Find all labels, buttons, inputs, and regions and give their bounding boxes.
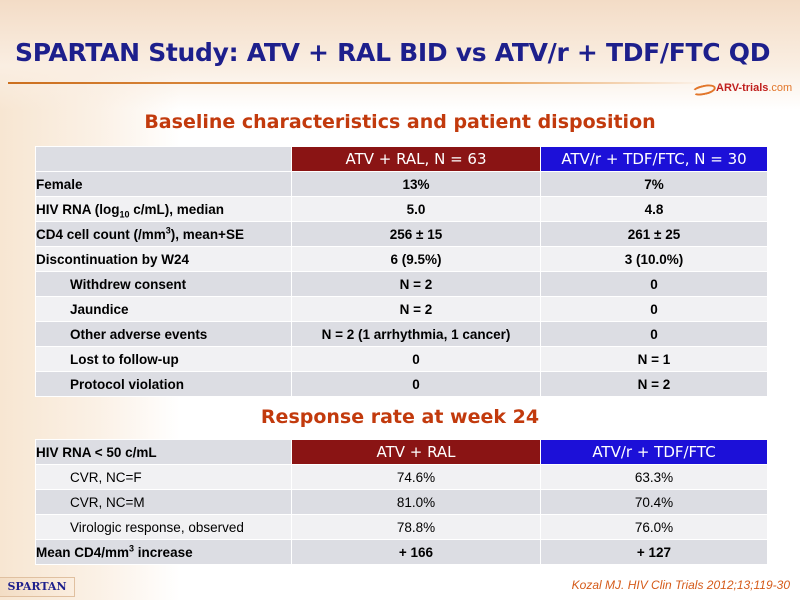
row-label: Discontinuation by W24: [35, 246, 292, 272]
arv-trials-logo: ARV-trials.com: [692, 78, 792, 98]
response-table: HIV RNA < 50 c/mL ATV + RAL ATV/r + TDF/…: [35, 439, 768, 565]
row-label: Virologic response, observed: [35, 514, 292, 540]
response-header-label: HIV RNA < 50 c/mL: [35, 439, 292, 465]
atv-ral-value: 78.8%: [291, 514, 541, 540]
atv-r-value: 4.8: [540, 196, 768, 222]
slide-title: SPARTAN Study: ATV + RAL BID vs ATV/r + …: [15, 38, 771, 67]
atv-r-value: 3 (10.0%): [540, 246, 768, 272]
atv-r-value: 0: [540, 296, 768, 322]
row-label-subscript: 10: [119, 209, 130, 220]
logo-name: ARV-trials: [716, 82, 769, 94]
row-label-text-end: ), mean+SE: [170, 226, 244, 242]
response-header-atv-r: ATV/r + TDF/FTC: [540, 439, 768, 465]
baseline-header-row: ATV + RAL, N = 63 ATV/r + TDF/FTC, N = 3…: [35, 146, 768, 172]
baseline-header-atv-ral: ATV + RAL, N = 63: [291, 146, 541, 172]
atv-r-value: N = 2: [540, 371, 768, 397]
atv-r-value: 0: [540, 321, 768, 347]
atv-ral-value: 5.0: [291, 196, 541, 222]
logo-domain: .com: [768, 82, 793, 94]
logo-text: ARV-trials.com: [716, 82, 792, 94]
table-row: Jaundice N = 2 0: [35, 296, 768, 322]
table-row: CVR, NC=F 74.6% 63.3%: [35, 464, 768, 490]
row-label: Jaundice: [35, 296, 292, 322]
row-label-text-end: c/mL), median: [129, 201, 225, 217]
atv-r-value: + 127: [540, 539, 768, 565]
row-label-text: CD4 cell count (/mm: [36, 226, 166, 242]
footer-study-badge: SPARTAN: [0, 577, 75, 597]
background-gradient-top: [0, 0, 800, 110]
row-label: Lost to follow-up: [35, 346, 292, 372]
table-row: Protocol violation 0 N = 2: [35, 371, 768, 397]
atv-r-value: 7%: [540, 171, 768, 197]
table-row: HIV RNA (log10 c/mL), median 5.0 4.8: [35, 196, 768, 222]
baseline-table: ATV + RAL, N = 63 ATV/r + TDF/FTC, N = 3…: [35, 146, 768, 397]
atv-ral-value: 0: [291, 346, 541, 372]
atv-ral-value: 6 (9.5%): [291, 246, 541, 272]
row-label-superscript: 3: [129, 543, 135, 553]
atv-r-value: 70.4%: [540, 489, 768, 515]
row-label: CVR, NC=M: [35, 489, 292, 515]
row-label: Withdrew consent: [35, 271, 292, 297]
table-row: Withdrew consent N = 2 0: [35, 271, 768, 297]
atv-r-value: 0: [540, 271, 768, 297]
atv-ral-value: 74.6%: [291, 464, 541, 490]
table-row: CVR, NC=M 81.0% 70.4%: [35, 489, 768, 515]
atv-r-value: N = 1: [540, 346, 768, 372]
table-row: Female 13% 7%: [35, 171, 768, 197]
citation: Kozal MJ. HIV Clin Trials 2012;13;119-30: [571, 578, 790, 592]
atv-ral-value: 256 ± 15: [291, 221, 541, 247]
response-header-atv-ral: ATV + RAL: [291, 439, 541, 465]
row-label-text-end: increase: [134, 544, 193, 560]
atv-r-value: 76.0%: [540, 514, 768, 540]
table-row: Discontinuation by W24 6 (9.5%) 3 (10.0%…: [35, 246, 768, 272]
row-label-text: HIV RNA (log: [36, 201, 120, 217]
atv-ral-value: 81.0%: [291, 489, 541, 515]
atv-r-value: 261 ± 25: [540, 221, 768, 247]
row-label: Mean CD4/mm3 increase: [35, 539, 292, 565]
row-label: Protocol violation: [35, 371, 292, 397]
table-row: Mean CD4/mm3 increase + 166 + 127: [35, 539, 768, 565]
logo-swoosh-icon: [692, 81, 714, 95]
response-header-row: HIV RNA < 50 c/mL ATV + RAL ATV/r + TDF/…: [35, 439, 768, 465]
row-label-superscript: 3: [165, 225, 171, 235]
atv-ral-value: N = 2: [291, 296, 541, 322]
baseline-header-atv-r: ATV/r + TDF/FTC, N = 30: [540, 146, 768, 172]
atv-ral-value: N = 2: [291, 271, 541, 297]
row-label: HIV RNA (log10 c/mL), median: [35, 196, 292, 222]
title-underline: [8, 82, 708, 84]
table-row: Lost to follow-up 0 N = 1: [35, 346, 768, 372]
table-row: Virologic response, observed 78.8% 76.0%: [35, 514, 768, 540]
row-label: Female: [35, 171, 292, 197]
row-label: CD4 cell count (/mm3), mean+SE: [35, 221, 292, 247]
atv-ral-value: 0: [291, 371, 541, 397]
response-heading: Response rate at week 24: [260, 406, 540, 428]
row-label: CVR, NC=F: [35, 464, 292, 490]
row-label: Other adverse events: [35, 321, 292, 347]
baseline-heading: Baseline characteristics and patient dis…: [144, 111, 656, 133]
baseline-header-empty-cell: [35, 146, 292, 172]
table-row: Other adverse events N = 2 (1 arrhythmia…: [35, 321, 768, 347]
atv-ral-value: + 166: [291, 539, 541, 565]
atv-ral-value: 13%: [291, 171, 541, 197]
atv-r-value: 63.3%: [540, 464, 768, 490]
row-label-text: Mean CD4/mm: [36, 544, 130, 560]
atv-ral-value: N = 2 (1 arrhythmia, 1 cancer): [291, 321, 541, 347]
table-row: CD4 cell count (/mm3), mean+SE 256 ± 15 …: [35, 221, 768, 247]
